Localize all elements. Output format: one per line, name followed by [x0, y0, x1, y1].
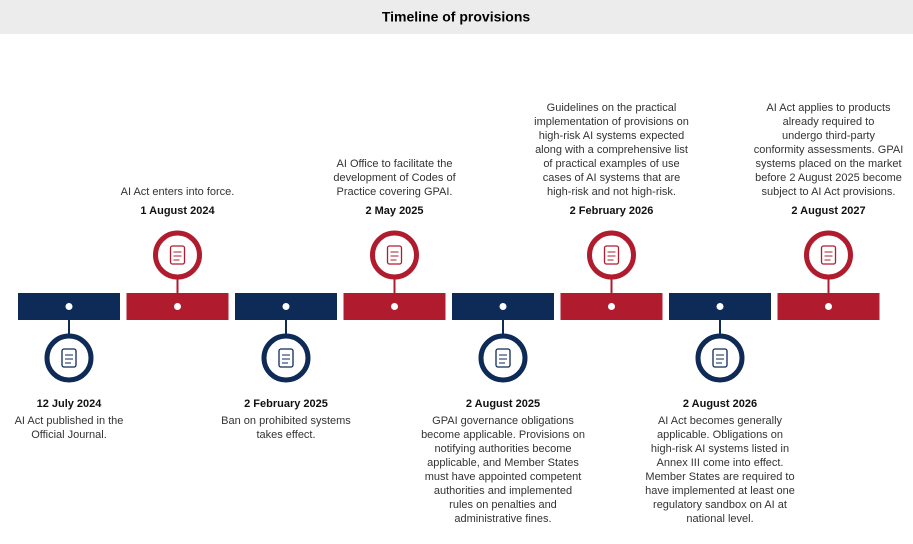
event-description: high-risk and not high-risk.: [547, 186, 676, 198]
icon: [820, 245, 837, 265]
event-description: national level.: [686, 513, 753, 525]
event-description: before 2 August 2025 become: [755, 172, 902, 184]
event-date: 2 August 2025: [466, 398, 540, 410]
segment-dot: [282, 303, 290, 310]
event-description: along with a comprehensive list: [535, 144, 688, 156]
event-description: AI Act becomes generally: [658, 415, 783, 427]
icon: [386, 245, 403, 265]
event-date: 2 February 2025: [244, 398, 328, 410]
event-description: AI Act enters into force.: [121, 186, 235, 198]
segment-dot: [608, 303, 615, 310]
icon-ring: [261, 333, 311, 383]
event-date: 2 August 2027: [791, 205, 865, 217]
event-description: undergo third-party: [782, 130, 875, 142]
icon: [169, 245, 186, 265]
event-description: subject to AI Act provisions.: [762, 186, 896, 198]
header-bar: [0, 0, 913, 34]
event-description: applicable, and Member States: [427, 457, 579, 469]
event-description: become applicable. Provisions on: [421, 429, 585, 441]
event-description: of practical examples of use: [543, 158, 679, 170]
icon: [278, 348, 294, 368]
event-description: AI Office to facilitate the: [337, 158, 453, 170]
event-description: cases of AI systems that are: [543, 172, 681, 184]
event-description: GPAI governance obligations: [432, 415, 574, 427]
event-description: Practice covering GPAI.: [337, 186, 453, 198]
event-description: already required to: [783, 116, 875, 128]
event-description: administrative fines.: [454, 513, 551, 525]
event-description: regulatory sandbox on AI at: [653, 499, 787, 511]
icon-ring: [695, 333, 745, 383]
event-description: Official Journal.: [31, 429, 107, 441]
event-description: Member States are required to: [645, 471, 794, 483]
event-description: high-risk AI systems expected: [539, 130, 685, 142]
icon-ring: [804, 230, 853, 280]
event-date: 1 August 2024: [140, 205, 215, 217]
event-description: Ban on prohibited systems: [221, 415, 351, 427]
icon: [61, 348, 77, 368]
segment-dot: [825, 303, 832, 310]
event-description: AI Act applies to products: [766, 102, 891, 114]
icon-ring: [478, 333, 528, 383]
event-description: Annex III come into effect.: [657, 457, 784, 469]
event-description: systems placed on the market: [755, 158, 901, 170]
event-description: Guidelines on the practical: [547, 102, 677, 114]
event-description: high-risk AI systems listed in: [651, 443, 789, 455]
event-date: 12 July 2024: [37, 398, 103, 410]
event-description: authorities and implemented: [434, 485, 572, 497]
event-description: conformity assessments. GPAI: [754, 144, 904, 156]
icon-ring: [587, 230, 636, 280]
event-date: 2 May 2025: [365, 205, 423, 217]
icon-ring: [44, 333, 94, 383]
segment-dot: [65, 303, 73, 310]
icon: [712, 348, 728, 368]
event-date: 2 February 2026: [570, 205, 654, 217]
event-description: notifying authorities become: [435, 443, 572, 455]
icon-ring: [370, 230, 419, 280]
icon: [495, 348, 511, 368]
segment-dot: [499, 303, 507, 310]
event-description: implementation of provisions on: [534, 116, 689, 128]
icon-ring: [153, 230, 202, 280]
segment-dot: [174, 303, 181, 310]
event-description: rules on penalties and: [449, 499, 557, 511]
event-description: takes effect.: [256, 429, 315, 441]
event-date: 2 August 2026: [683, 398, 757, 410]
segment-dot: [391, 303, 398, 310]
event-description: must have appointed competent: [425, 471, 582, 483]
event-description: applicable. Obligations on: [657, 429, 783, 441]
event-description: have implemented at least one: [645, 485, 795, 497]
segment-dot: [716, 303, 724, 310]
event-description: development of Codes of: [333, 172, 456, 184]
event-description: AI Act published in the: [15, 415, 124, 427]
title: Timeline of provisions: [382, 9, 531, 25]
icon: [603, 245, 620, 265]
